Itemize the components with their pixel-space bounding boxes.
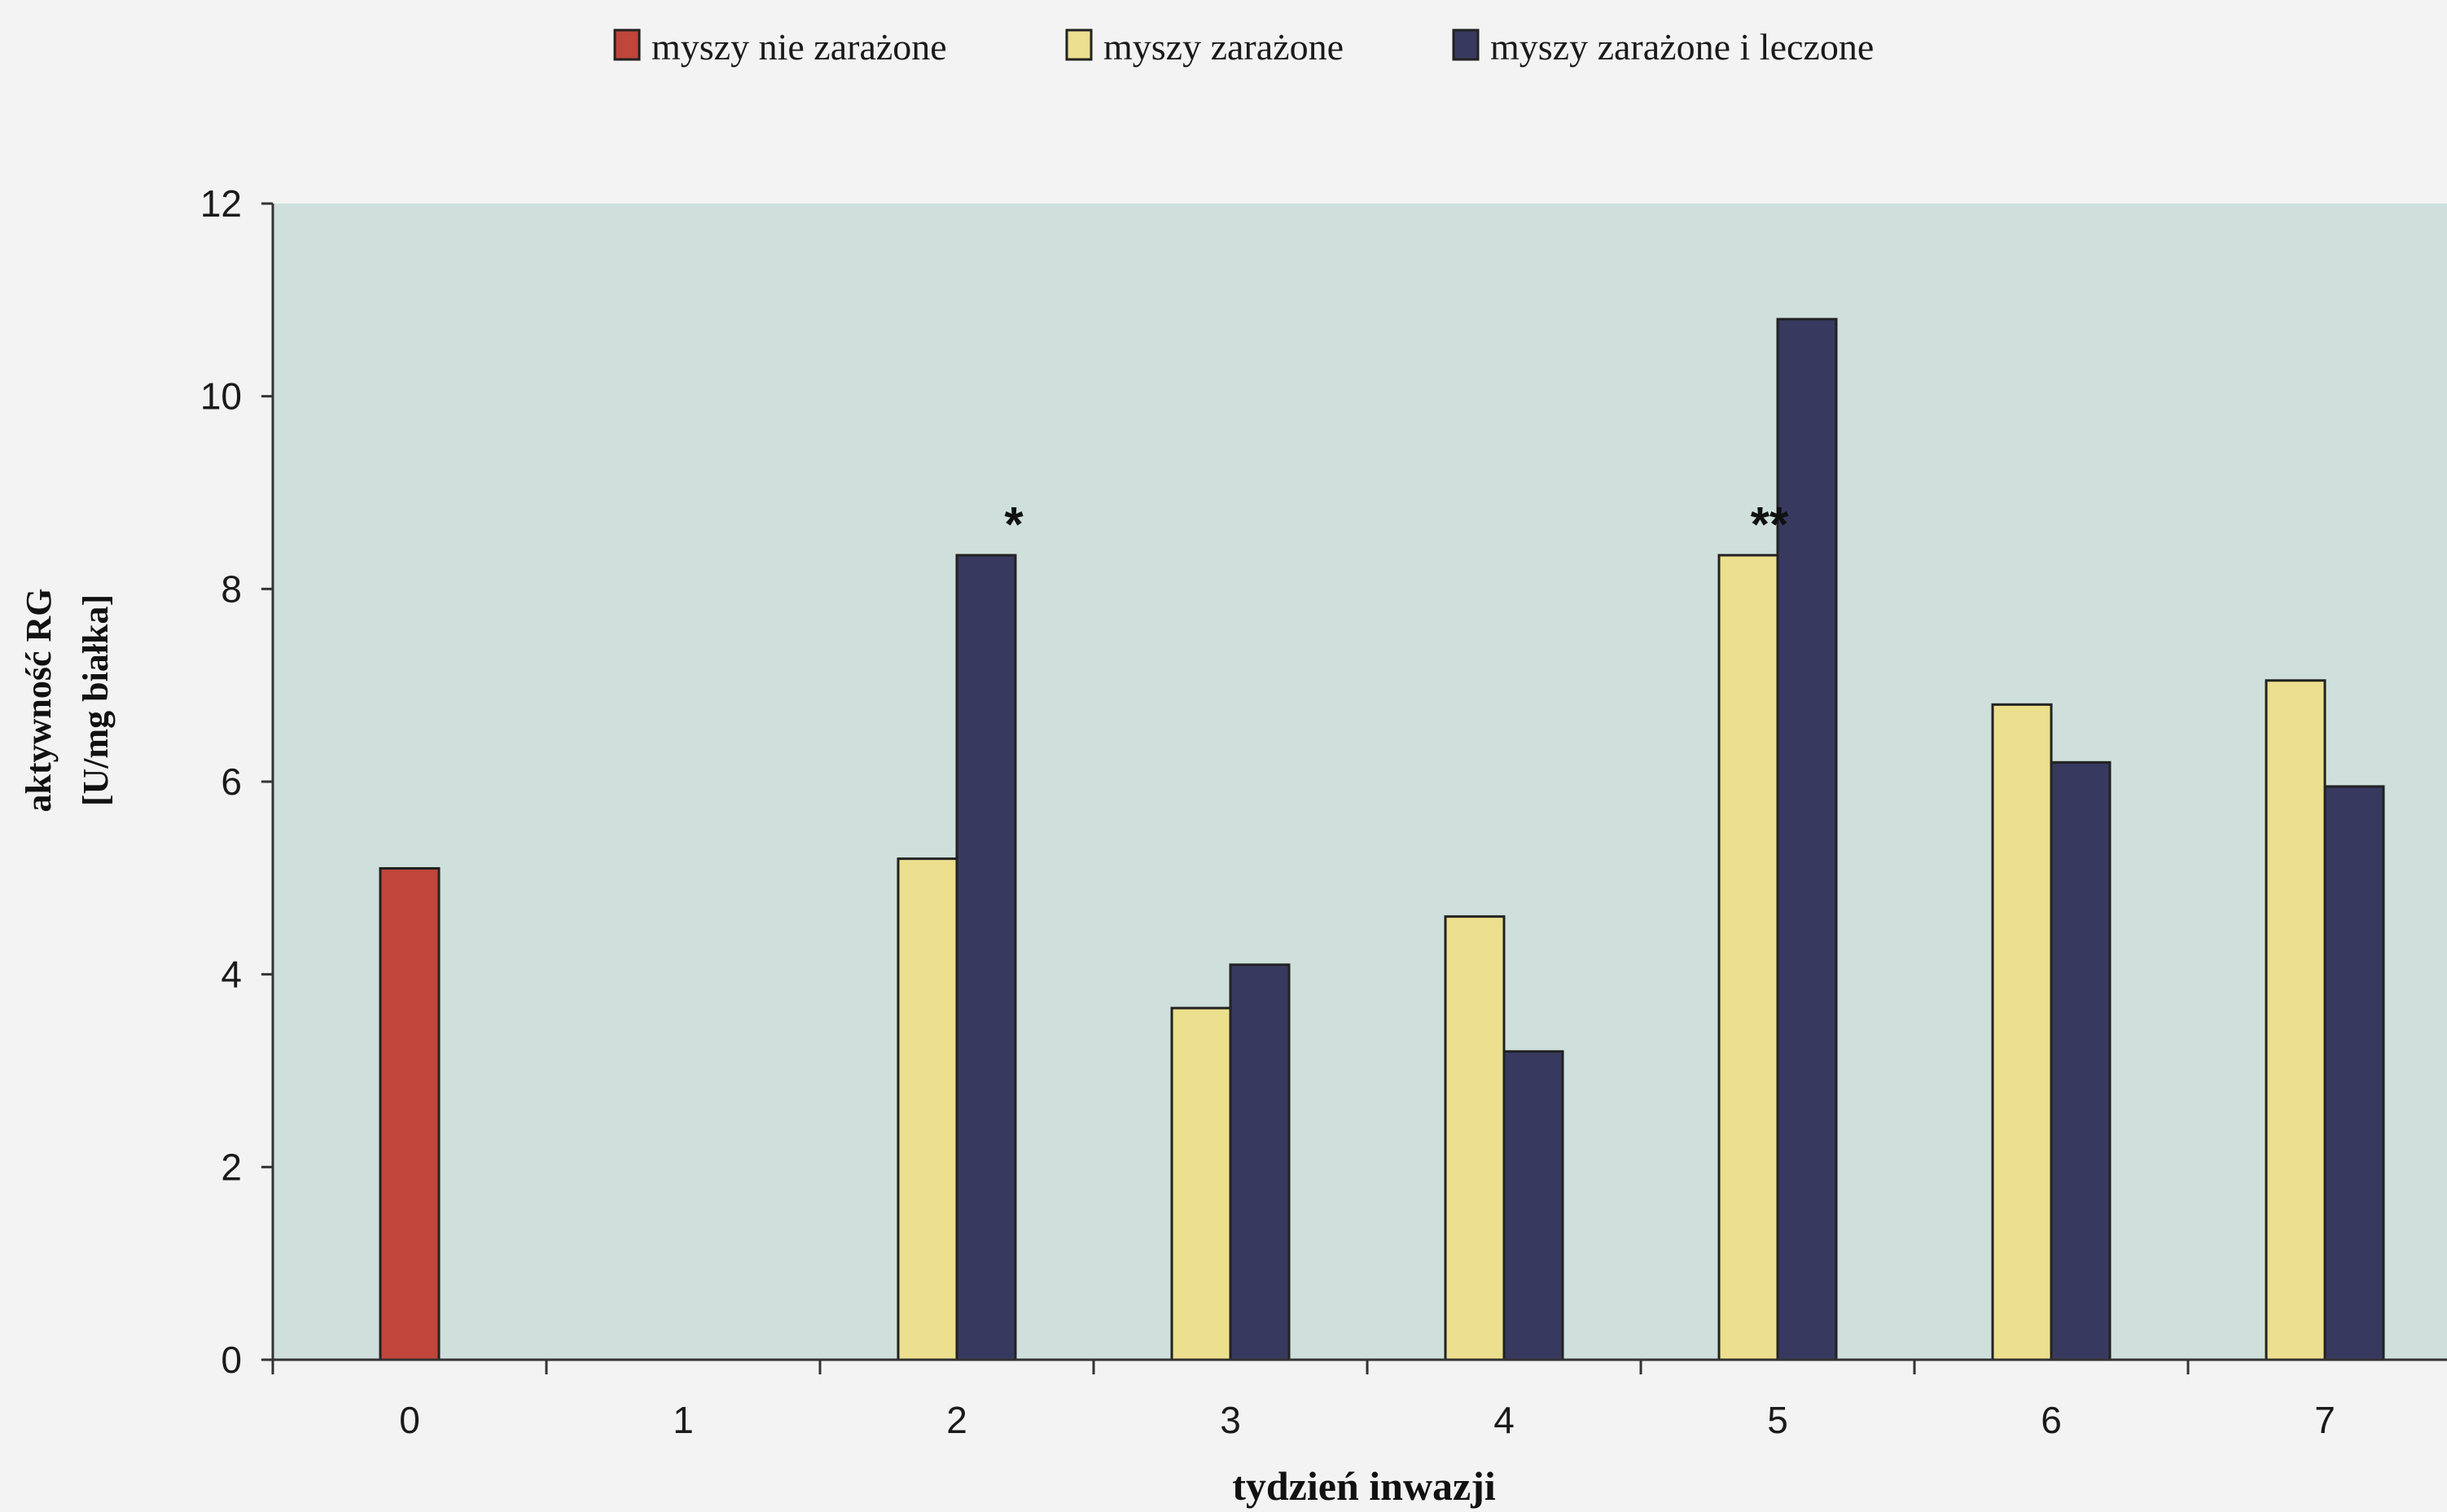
legend-swatch-not-infected xyxy=(613,28,641,61)
legend-swatch-infected-treated xyxy=(1452,28,1480,61)
x-tick-label: 3 xyxy=(1220,1399,1241,1441)
y-tick-label: 6 xyxy=(221,760,242,803)
bar-myszy-zarazone-i-leczone-week-7 xyxy=(2323,785,2385,1361)
x-tick-label: 7 xyxy=(2314,1399,2335,1441)
bar-myszy-zarazone-i-leczone-week-6 xyxy=(2050,760,2112,1361)
legend-label-not-infected: myszy nie zarażone xyxy=(651,26,947,68)
bars xyxy=(379,318,2385,1361)
bar-myszy-zarazone-i-leczone-week-2 xyxy=(955,554,1017,1361)
x-tick-label: 5 xyxy=(1767,1399,1788,1441)
x-axis-label: tydzień inwazji xyxy=(1232,1463,1496,1509)
legend-label-infected: myszy zarażone xyxy=(1103,26,1344,68)
x-tick-label: 1 xyxy=(673,1399,694,1441)
x-tick-label: 4 xyxy=(1493,1399,1515,1441)
plot-area xyxy=(273,204,2447,1360)
y-tick-label: 2 xyxy=(221,1146,242,1188)
x-tick-label: 6 xyxy=(2041,1399,2062,1441)
bar-myszy-zarazone-week-5 xyxy=(1717,554,1779,1361)
x-tick-label: 2 xyxy=(946,1399,967,1441)
y-axis-label: aktywność RG xyxy=(19,588,59,812)
bar-myszy-nie-zarazone-week-0 xyxy=(379,867,441,1361)
bar-myszy-zarazone-week-7 xyxy=(2265,679,2326,1361)
bar-myszy-zarazone-week-4 xyxy=(1444,915,1506,1361)
x-tick-label: 0 xyxy=(399,1399,420,1441)
bar-myszy-zarazone-week-2 xyxy=(897,857,958,1361)
y-tick-label: 10 xyxy=(200,375,242,418)
bar-myszy-zarazone-week-3 xyxy=(1170,1006,1232,1361)
y-axis-unit: [U/mg białka] xyxy=(76,594,116,806)
legend-swatch-infected xyxy=(1065,28,1093,61)
legend-label-infected-treated: myszy zarażone i leczone xyxy=(1490,26,1874,68)
y-tick-label: 8 xyxy=(221,568,242,610)
significance-annotations: * ** xyxy=(1004,497,1789,552)
significance-marker: * xyxy=(1004,497,1024,552)
y-tick-label: 4 xyxy=(221,953,242,996)
legend: myszy nie zarażone myszy zarażone myszy … xyxy=(613,26,1874,68)
significance-marker: ** xyxy=(1751,497,1789,552)
bar-myszy-zarazone-i-leczone-week-3 xyxy=(1229,963,1291,1361)
bar-myszy-zarazone-week-6 xyxy=(1991,703,2053,1361)
bar-myszy-zarazone-i-leczone-week-4 xyxy=(1502,1050,1564,1361)
y-tick-label: 0 xyxy=(221,1339,242,1381)
y-axis-title: aktywność RG [U/mg białka] xyxy=(19,588,116,812)
bar-myszy-zarazone-i-leczone-week-5 xyxy=(1776,318,1838,1361)
y-tick-label: 12 xyxy=(200,182,242,225)
